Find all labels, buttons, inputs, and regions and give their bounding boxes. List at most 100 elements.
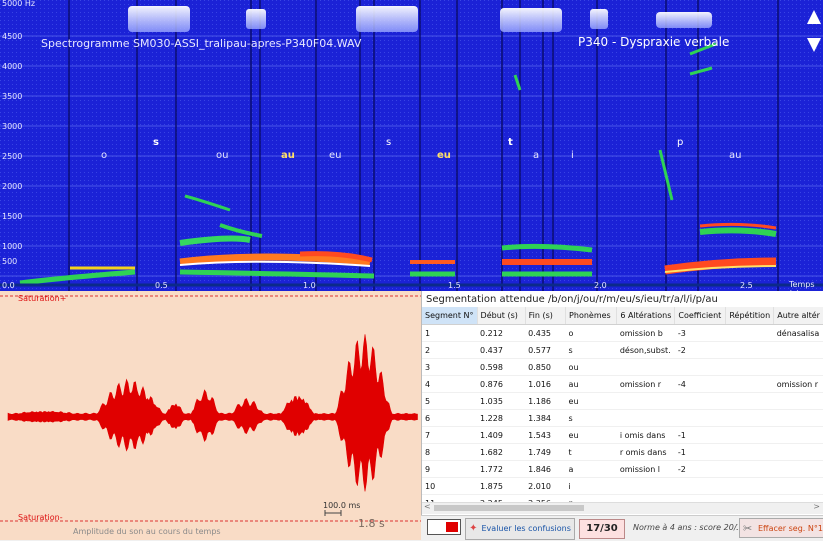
- vowel-label[interactable]: i: [571, 150, 574, 161]
- spectrogram-panel[interactable]: 5000 Hz 4500 4000 3500 3000 2500 2000 15…: [0, 0, 823, 291]
- table-cell[interactable]: o: [565, 324, 617, 342]
- table-cell[interactable]: 9: [422, 460, 478, 478]
- column-header[interactable]: Fin (s): [525, 307, 567, 325]
- table-cell[interactable]: 8: [422, 443, 478, 461]
- table-row[interactable]: 9 1.772 1.846 a omission l -2: [422, 460, 823, 478]
- table-cell[interactable]: 1.875: [477, 477, 526, 495]
- table-cell[interactable]: [773, 426, 823, 444]
- table-cell[interactable]: 5: [422, 392, 478, 410]
- triangle-up-icon[interactable]: [807, 10, 821, 24]
- table-cell[interactable]: 1.228: [477, 409, 526, 427]
- table-cell[interactable]: 1.846: [525, 460, 566, 478]
- table-cell[interactable]: [725, 426, 774, 444]
- table-cell[interactable]: [773, 358, 823, 376]
- table-cell[interactable]: [773, 460, 823, 478]
- table-cell[interactable]: -2: [674, 460, 726, 478]
- table-cell[interactable]: 0.437: [477, 341, 526, 359]
- table-cell[interactable]: [773, 443, 823, 461]
- vowel-label-selected[interactable]: eu: [437, 150, 451, 161]
- table-cell[interactable]: r omis dans: [616, 443, 675, 461]
- table-cell[interactable]: t: [565, 443, 617, 461]
- waveform-panel[interactable]: Saturation+ Saturation- 100.0 ms 1.8 s A…: [0, 291, 421, 540]
- table-cell[interactable]: omission r: [616, 375, 675, 393]
- table-cell[interactable]: s: [565, 409, 617, 427]
- table-cell[interactable]: 0.435: [525, 324, 566, 342]
- column-header[interactable]: Autre altér: [773, 307, 823, 325]
- segmentation-table-wrap[interactable]: Segment N° Début (s) Fin (s) Phonèmes 6 Alté…: [422, 307, 823, 507]
- table-cell[interactable]: ou: [565, 358, 617, 376]
- table-cell[interactable]: -4: [674, 375, 726, 393]
- table-cell[interactable]: [773, 477, 823, 495]
- table-cell[interactable]: i omis dans: [616, 426, 675, 444]
- table-cell[interactable]: [725, 443, 774, 461]
- table-cell[interactable]: -1: [674, 426, 726, 444]
- vowel-label[interactable]: o: [101, 150, 108, 161]
- vowel-label[interactable]: a: [533, 150, 540, 161]
- table-cell[interactable]: 1.749: [525, 443, 566, 461]
- table-row[interactable]: 6 1.228 1.384 s: [422, 409, 823, 427]
- table-cell[interactable]: [725, 375, 774, 393]
- table-row[interactable]: 4 0.876 1.016 au omission r -4 omission r: [422, 375, 823, 393]
- table-cell[interactable]: omission r: [773, 375, 823, 393]
- erase-segment-button[interactable]: ✂ Effacer seg. N°1: [739, 518, 823, 538]
- table-cell[interactable]: -1: [674, 443, 726, 461]
- table-cell[interactable]: 6: [422, 409, 478, 427]
- table-cell[interactable]: 0.850: [525, 358, 566, 376]
- table-cell[interactable]: [616, 392, 675, 410]
- table-cell[interactable]: au: [565, 375, 617, 393]
- table-row[interactable]: 10 1.875 2.010 i: [422, 477, 823, 495]
- table-cell[interactable]: 1: [422, 324, 478, 342]
- scroll-right-arrow-icon[interactable]: >: [813, 502, 820, 511]
- horizontal-scrollbar[interactable]: < >: [422, 502, 823, 514]
- table-cell[interactable]: omission l: [616, 460, 675, 478]
- table-cell[interactable]: [773, 392, 823, 410]
- table-cell[interactable]: 1.035: [477, 392, 526, 410]
- consonant-label[interactable]: s: [386, 137, 392, 148]
- table-cell[interactable]: 1.772: [477, 460, 526, 478]
- table-cell[interactable]: [773, 409, 823, 427]
- table-cell[interactable]: [674, 477, 726, 495]
- scrollbar-thumb[interactable]: [434, 505, 584, 511]
- column-header[interactable]: Début (s): [477, 307, 526, 325]
- table-cell[interactable]: [725, 358, 774, 376]
- column-header[interactable]: Coefficient: [674, 307, 727, 325]
- table-cell[interactable]: [725, 341, 774, 359]
- triangle-down-icon[interactable]: [807, 38, 821, 52]
- consonant-label[interactable]: s: [153, 137, 159, 148]
- evaluate-confusions-button[interactable]: ✦ Evaluer les confusions: [465, 518, 575, 540]
- column-header[interactable]: Segment N°: [422, 307, 478, 325]
- table-cell[interactable]: 1.543: [525, 426, 566, 444]
- table-cell[interactable]: 2.010: [525, 477, 566, 495]
- table-cell[interactable]: -2: [674, 341, 726, 359]
- table-cell[interactable]: 0.876: [477, 375, 526, 393]
- vowel-label[interactable]: ou: [216, 150, 229, 161]
- table-cell[interactable]: [725, 324, 774, 342]
- table-cell[interactable]: 1.682: [477, 443, 526, 461]
- table-row[interactable]: 8 1.682 1.749 t r omis dans -1: [422, 443, 823, 461]
- table-cell[interactable]: déson,subst.: [616, 341, 675, 359]
- table-cell[interactable]: [616, 409, 675, 427]
- table-cell[interactable]: 0.598: [477, 358, 526, 376]
- spectrogram-canvas[interactable]: [0, 0, 823, 291]
- table-cell[interactable]: 0.577: [525, 341, 566, 359]
- table-cell[interactable]: [725, 477, 774, 495]
- table-cell[interactable]: 10: [422, 477, 478, 495]
- table-cell[interactable]: [674, 392, 726, 410]
- table-cell[interactable]: [725, 460, 774, 478]
- vowel-label[interactable]: eu: [329, 150, 342, 161]
- table-cell[interactable]: i: [565, 477, 617, 495]
- table-cell[interactable]: 7: [422, 426, 478, 444]
- table-row[interactable]: 2 0.437 0.577 s déson,subst. -2: [422, 341, 823, 359]
- table-cell[interactable]: 1.409: [477, 426, 526, 444]
- table-cell[interactable]: 1.186: [525, 392, 566, 410]
- table-cell[interactable]: [725, 392, 774, 410]
- table-cell[interactable]: 2: [422, 341, 478, 359]
- color-swatch-button[interactable]: [427, 519, 461, 535]
- table-cell[interactable]: [725, 409, 774, 427]
- table-row[interactable]: 5 1.035 1.186 eu: [422, 392, 823, 410]
- table-cell[interactable]: eu: [565, 426, 617, 444]
- table-row[interactable]: 1 0.212 0.435 o omission b -3 dénasalisa: [422, 324, 823, 342]
- table-cell[interactable]: dénasalisa: [773, 324, 823, 342]
- table-cell[interactable]: a: [565, 460, 617, 478]
- table-cell[interactable]: [616, 358, 675, 376]
